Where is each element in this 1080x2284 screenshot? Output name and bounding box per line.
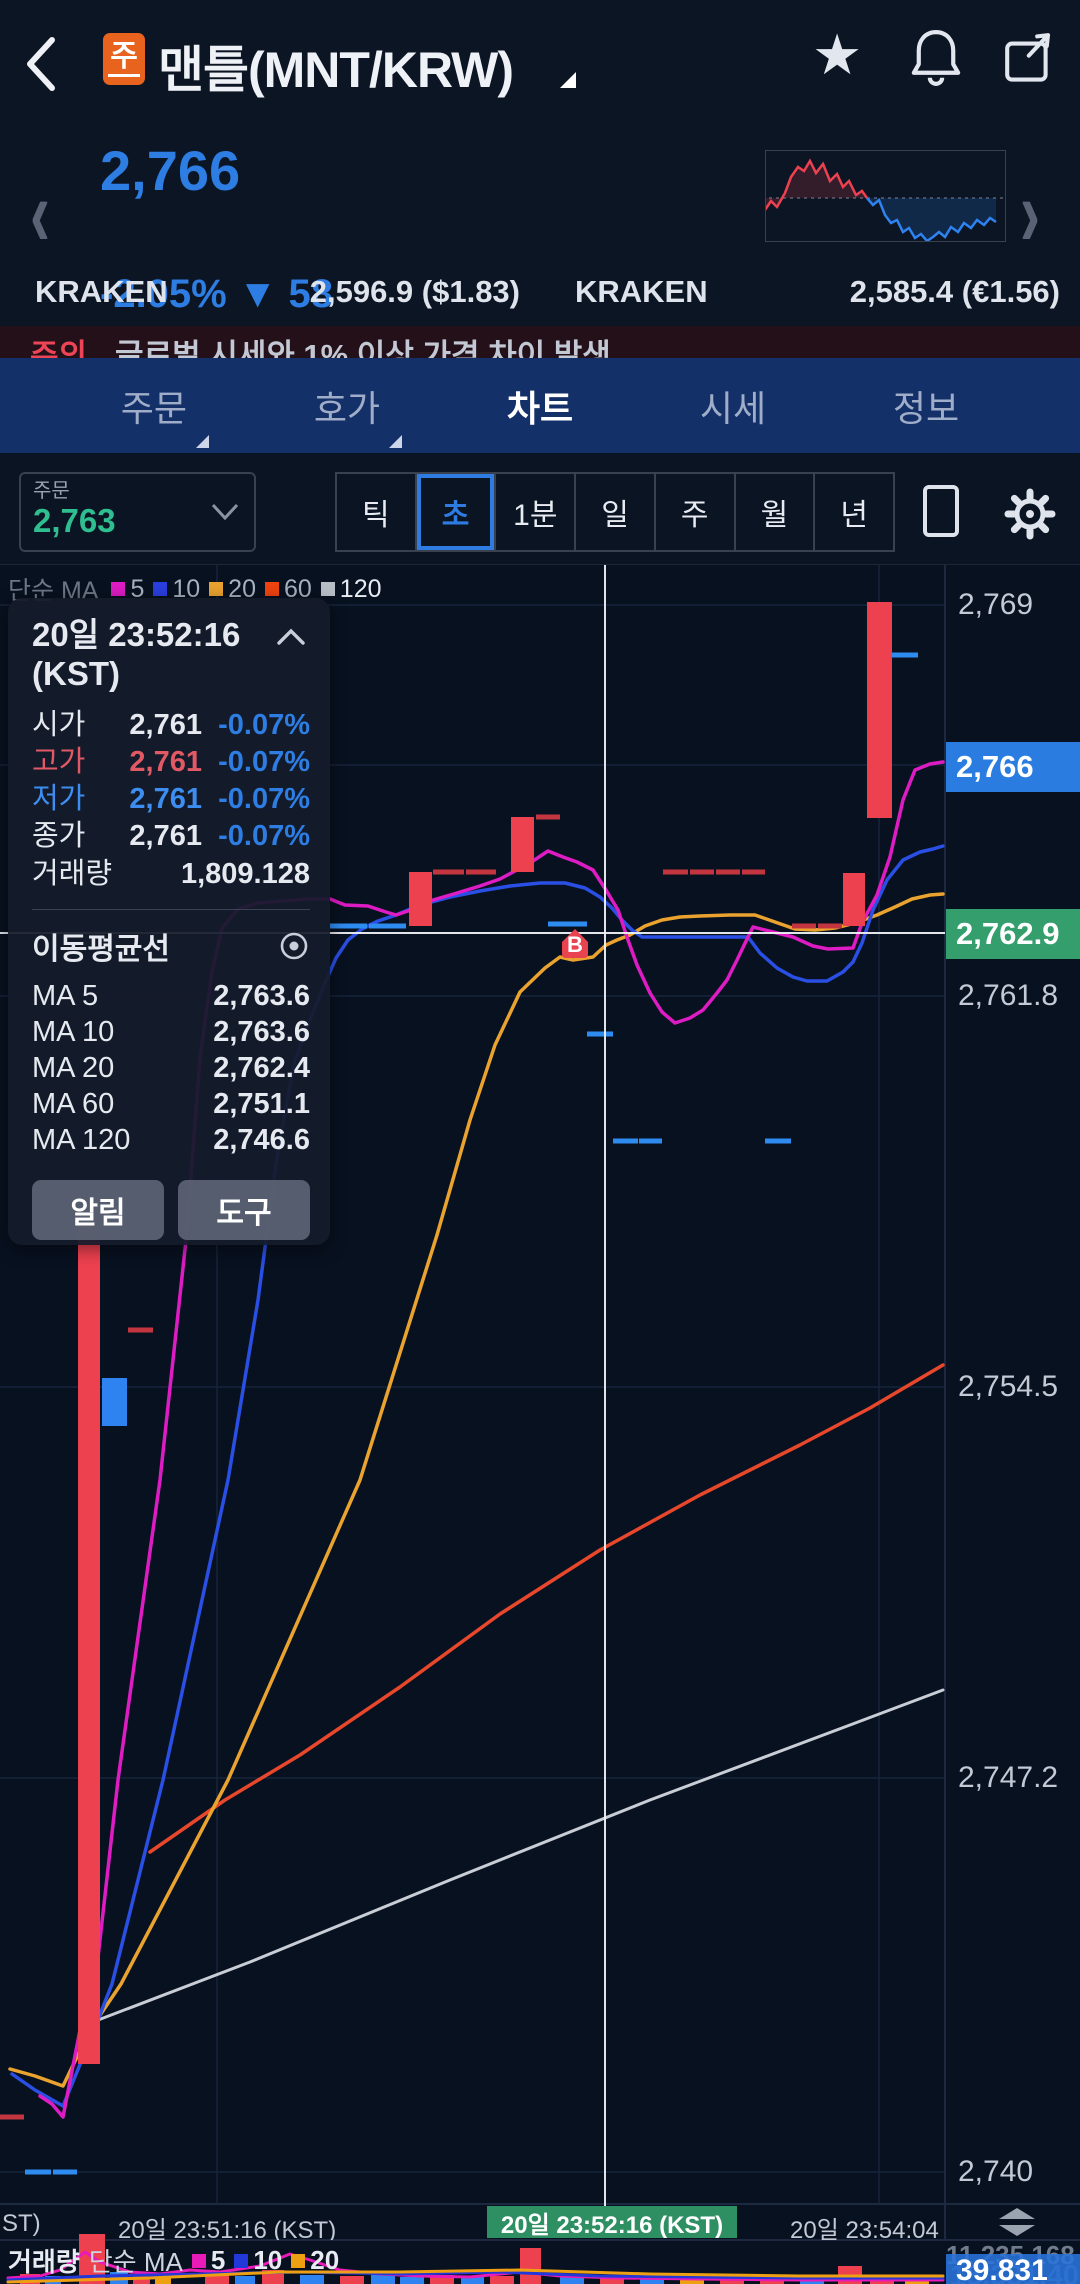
ticker-item: KRAKEN 2,596.9 ($1.83) xyxy=(0,268,540,316)
tooltip-date: 20일 23:52:16 xyxy=(32,616,241,653)
favorite-star-icon[interactable]: ★ xyxy=(812,23,863,86)
timeframe-week[interactable]: 주 xyxy=(656,474,736,550)
warning-text: 글로벌 시세와 1% 이상 가격 차이 발생 xyxy=(115,338,611,358)
app-header: 주 맨틀(MNT/KRW) ★ xyxy=(0,0,1080,130)
ma120-swatch xyxy=(320,582,335,596)
order-price-dropdown[interactable]: 주문 2,763 xyxy=(19,472,256,552)
x-axis-label-partial: ST) xyxy=(2,2210,41,2237)
tab-info[interactable]: 정보 xyxy=(892,387,960,429)
volume-legend: 거래량 단순 MA 5 10 20 xyxy=(8,2242,339,2279)
timeframe-second[interactable]: 초 xyxy=(417,474,497,550)
mini-sparkline-chart[interactable] xyxy=(761,150,1006,243)
timeframe-tick[interactable]: 틱 xyxy=(337,474,417,550)
title-dropdown-icon[interactable] xyxy=(560,72,576,88)
y-axis-label: 2,740 xyxy=(958,2155,1034,2188)
next-coin-chevron[interactable]: › xyxy=(1020,158,1040,267)
main-tab-bar: 주문 호가 차트 시세 정보 xyxy=(0,358,1080,453)
order-label: 주문 xyxy=(33,480,70,502)
chevron-down-icon xyxy=(211,503,239,521)
time-axis: ST) 20일 23:51:16 (KST) 20일 23:54:04 (K xyxy=(0,2204,945,2240)
gear-icon[interactable] xyxy=(1002,486,1058,542)
global-ticker-row: KRAKEN 2,596.9 ($1.83) KRAKEN 2,585.4 (€… xyxy=(0,268,1080,316)
timeframe-selector: 틱 초 1분 일 주 월 년 xyxy=(335,472,895,552)
ma10-row: MA 10 2,763.6 xyxy=(32,1015,310,1048)
candlestick-chart-area[interactable]: B 단순 MA 5 10 20 60 120 20일 23:52:16 (KST… xyxy=(0,565,1080,2284)
current-price-axis-badge: 2,766 xyxy=(946,742,1080,792)
ticker-exchange: KRAKEN xyxy=(575,274,708,309)
timeframe-month[interactable]: 월 xyxy=(736,474,816,550)
vol-ma10-swatch xyxy=(234,2253,249,2268)
tab-dropdown-icon xyxy=(196,434,210,448)
timeframe-year[interactable]: 년 xyxy=(840,499,868,532)
ma-section-title: 이동평균선 xyxy=(32,932,170,966)
ticker-exchange: KRAKEN xyxy=(35,274,168,309)
tooltip-low-row: 저가 2,761 -0.07% xyxy=(32,782,310,815)
alert-button[interactable]: 알림 xyxy=(32,1179,164,1240)
tooltip-open-row: 시가 2,761 -0.07% xyxy=(32,708,310,741)
ma60-swatch xyxy=(264,582,279,596)
notification-bell-icon[interactable] xyxy=(908,26,964,90)
current-price: 2,766 xyxy=(100,139,241,202)
tooltip-high-row: 고가 2,761 -0.07% xyxy=(32,745,310,778)
back-icon[interactable] xyxy=(18,32,66,96)
chart-controls-row: 주문 2,763 틱 초 1분 일 주 월 년 xyxy=(0,453,1080,565)
chart-mode-icon[interactable] xyxy=(922,480,960,542)
ma20-row: MA 20 2,762.4 xyxy=(32,1051,310,1084)
eye-icon[interactable] xyxy=(278,930,310,962)
ma5-swatch xyxy=(111,582,126,596)
x-axis-label: 20일 23:51:16 (KST) xyxy=(118,2217,337,2240)
tooltip-timezone: (KST) xyxy=(32,654,120,692)
ohlc-tooltip-panel: 20일 23:52:16 (KST) 시가 2,761 -0.07% 고가 2,761… xyxy=(8,598,330,1245)
ticker-value: 2,596.9 ($1.83) xyxy=(309,274,520,309)
tooltip-volume-row: 거래량 1,809.128 xyxy=(32,857,310,890)
vol-ma5-swatch xyxy=(191,2253,206,2268)
tooltip-close-row: 종가 2,761 -0.07% xyxy=(32,819,310,852)
stock-type-badge: 주 xyxy=(103,33,145,85)
svg-text:B: B xyxy=(567,932,583,957)
ma20-swatch xyxy=(209,582,224,596)
tab-order[interactable]: 주문 xyxy=(115,370,210,448)
y-axis-label: 2,747.2 xyxy=(958,1761,1059,1794)
tab-orderbook[interactable]: 호가 xyxy=(308,370,403,448)
chevron-up-icon[interactable] xyxy=(276,628,306,646)
ma120-row: MA 120 2,746.6 xyxy=(32,1123,310,1156)
crosshair-time-badge: 20일 23:52:16 (KST) xyxy=(487,2206,737,2239)
order-price-value: 2,763 xyxy=(33,502,116,539)
y-axis-label: 2,761.8 xyxy=(958,979,1059,1012)
timeframe-1min[interactable]: 1분 xyxy=(496,474,577,550)
volume-ma-label: 단순 MA xyxy=(88,2247,183,2277)
ticker-item: KRAKEN 2,585.4 (€1.56) xyxy=(540,268,1080,316)
pane-resize-handle-icon[interactable] xyxy=(995,2206,1039,2238)
tab-dropdown-icon xyxy=(389,434,403,448)
warning-label: 주의 xyxy=(30,338,88,358)
ma10-swatch xyxy=(153,582,168,596)
ma5-row: MA 5 2,763.6 xyxy=(32,979,310,1012)
price-change: -2.05% ▼ 58 xyxy=(100,272,334,316)
crosshair-price-axis-badge: 2,762.9 xyxy=(946,909,1080,959)
tab-chart[interactable]: 차트 xyxy=(506,387,574,429)
ma60-row: MA 60 2,751.1 xyxy=(32,1087,310,1120)
y-axis-label: 2,754.5 xyxy=(958,1370,1059,1403)
ticker-value: 2,585.4 (€1.56) xyxy=(849,274,1060,309)
tab-quotes[interactable]: 시세 xyxy=(699,387,767,429)
price-warning-banner: 주의 글로벌 시세와 1% 이상 가격 차이 발생 xyxy=(0,326,1080,358)
volume-legend-title: 거래량 xyxy=(8,2247,80,2277)
tools-button[interactable]: 도구 xyxy=(178,1179,310,1240)
vol-ma20-swatch xyxy=(291,2253,306,2268)
y-axis-label: 2,769 xyxy=(958,588,1034,621)
volume-value-badge: 39.831 xyxy=(946,2254,1080,2284)
page-title[interactable]: 맨틀(MNT/KRW) xyxy=(158,42,514,98)
divider xyxy=(32,908,310,910)
share-icon[interactable] xyxy=(1000,26,1060,90)
x-axis-label: 20일 23:54:04 (K xyxy=(790,2217,945,2240)
timeframe-day[interactable]: 일 xyxy=(576,474,656,550)
prev-coin-chevron[interactable]: ‹ xyxy=(30,158,50,267)
